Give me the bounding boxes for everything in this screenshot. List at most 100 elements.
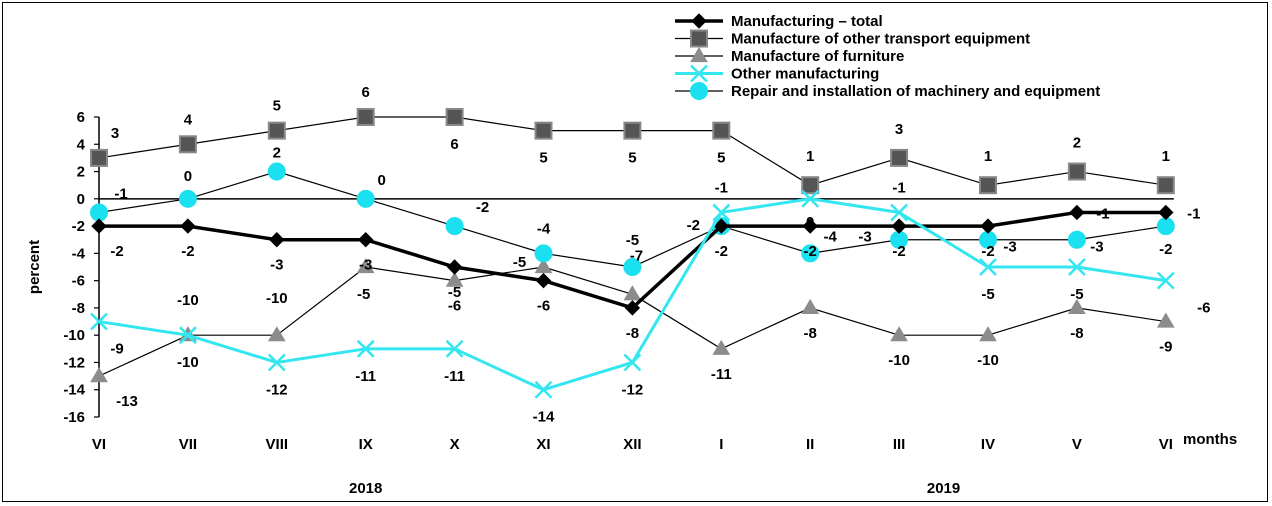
data-point (180, 218, 196, 234)
data-label: -14 (533, 409, 555, 426)
legend-item: Other manufacturing (675, 64, 879, 83)
data-label: -4 (824, 228, 838, 245)
data-label: -2 (892, 243, 905, 260)
data-label: -13 (116, 393, 138, 410)
data-label: -2 (181, 243, 194, 260)
data-label: -1 (1096, 205, 1109, 222)
data-point (90, 367, 108, 383)
data-label: -1 (715, 179, 728, 196)
data-point (979, 176, 997, 195)
x-tick-label: VIII (266, 436, 289, 453)
year-label: 2018 (349, 480, 382, 497)
data-point (890, 148, 909, 167)
data-point (623, 121, 642, 140)
data-point (801, 189, 820, 208)
data-label: -10 (888, 352, 910, 369)
data-label: 1 (984, 148, 992, 165)
data-label: -10 (177, 354, 199, 371)
series (90, 108, 1175, 195)
data-point (356, 339, 375, 358)
data-point (623, 353, 642, 372)
year-label: 2019 (927, 480, 960, 497)
data-point (267, 162, 286, 181)
data-point (91, 218, 107, 234)
data-point (624, 300, 641, 316)
data-label: -2 (476, 199, 489, 216)
data-label: -9 (110, 341, 123, 358)
data-point (623, 285, 642, 301)
legend-label: Repair and installation of machinery and… (731, 83, 1100, 100)
data-point (1158, 204, 1174, 221)
y-tick-label: -14 (63, 382, 85, 399)
legend-item: Manufacturing – total (675, 13, 883, 30)
data-label: 3 (895, 121, 903, 138)
x-tick-label: IV (981, 436, 995, 453)
y-tick-label: -4 (72, 245, 86, 262)
data-point (178, 135, 197, 154)
data-point (445, 339, 464, 358)
data-point (1068, 258, 1086, 276)
data-label: 0 (806, 214, 814, 231)
data-label: -9 (1159, 339, 1172, 356)
data-point (90, 148, 108, 167)
data-label: 2 (1073, 135, 1081, 152)
data-label: -5 (448, 284, 461, 301)
data-label: -12 (622, 381, 644, 398)
x-tick-label: VI (1159, 436, 1173, 453)
data-point (890, 203, 908, 222)
data-label: 0 (184, 168, 192, 185)
data-label: -5 (513, 254, 526, 271)
data-label: -8 (626, 325, 639, 342)
data-point (269, 232, 285, 248)
data-point (690, 64, 708, 83)
data-label: -12 (266, 381, 288, 398)
data-point (802, 218, 818, 234)
x-axis-label: months (1183, 431, 1237, 448)
data-label: -6 (448, 298, 461, 315)
data-label: -5 (1070, 286, 1083, 303)
series (90, 189, 1175, 399)
data-point (356, 108, 375, 126)
data-point (178, 189, 197, 208)
legend-label: Other manufacturing (731, 66, 879, 83)
data-label: -2 (981, 243, 994, 260)
data-label: -6 (537, 298, 550, 315)
data-point (267, 326, 286, 342)
data-point (1156, 176, 1175, 195)
data-label: -1 (1187, 205, 1200, 222)
series (90, 258, 1175, 383)
data-label: 3 (111, 125, 119, 142)
data-label: 5 (273, 98, 281, 115)
data-label: -3 (1003, 239, 1016, 256)
x-tick-label: V (1072, 436, 1082, 453)
data-point (1068, 298, 1086, 315)
data-point (712, 339, 731, 355)
data-point (535, 272, 552, 289)
data-label: -11 (711, 366, 732, 383)
legend-item: Manufacture of furniture (675, 47, 904, 65)
data-label: -3 (858, 229, 871, 246)
x-tick-label: X (450, 436, 460, 453)
data-label: -3 (359, 257, 372, 274)
y-tick-label: -8 (72, 300, 85, 317)
data-point (1156, 312, 1175, 328)
data-point (357, 232, 374, 248)
legend-item: Repair and installation of machinery and… (675, 82, 1100, 100)
data-point (690, 82, 708, 100)
data-label: 0 (378, 172, 386, 189)
data-label: -10 (177, 292, 199, 309)
data-point (1069, 204, 1085, 221)
x-tick-label: XII (623, 436, 641, 453)
data-label: 5 (717, 150, 725, 167)
data-label: -1 (892, 179, 905, 196)
y-tick-label: 6 (77, 109, 85, 126)
data-point (980, 218, 996, 234)
data-point (712, 203, 731, 222)
data-point (534, 121, 553, 140)
legend-label: Manufacture of furniture (731, 48, 904, 65)
x-tick-label: III (893, 436, 906, 453)
series (91, 204, 1174, 316)
data-label: -11 (355, 368, 376, 385)
data-label: 6 (450, 136, 458, 153)
